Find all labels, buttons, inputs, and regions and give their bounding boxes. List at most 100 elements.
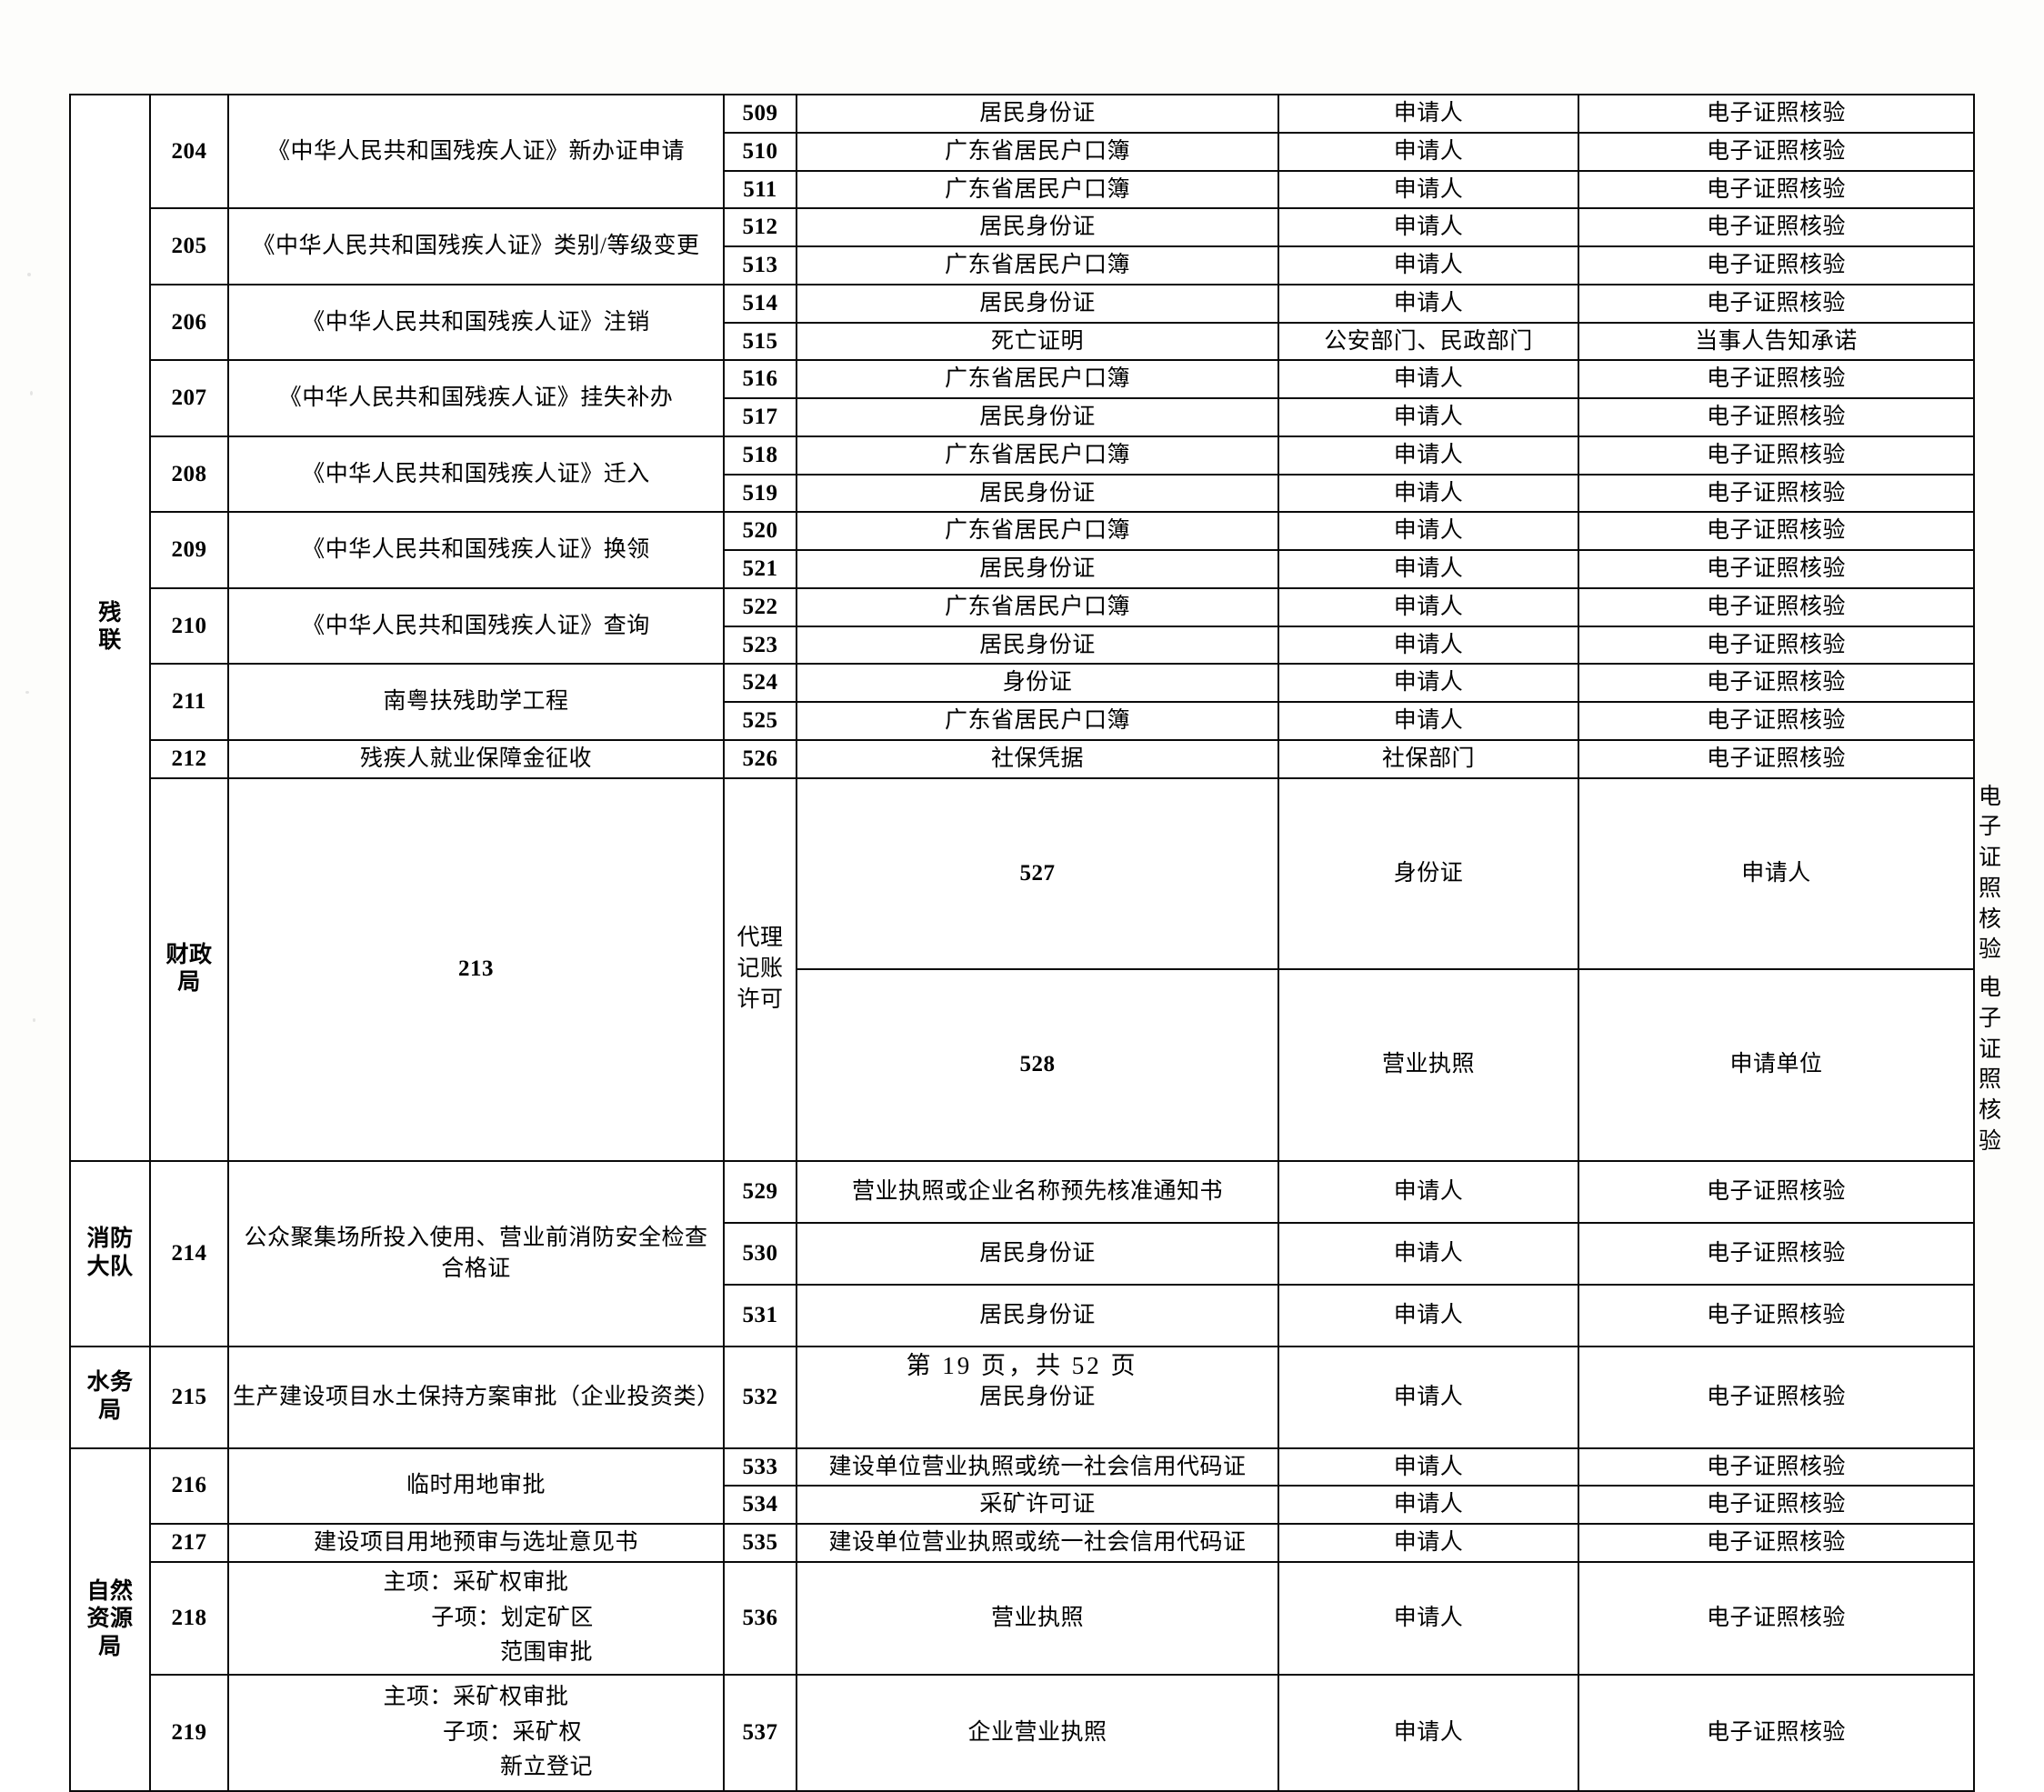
material-name: 广东省居民户口簿: [796, 435, 1279, 476]
item-name-multiline: 主项：采矿权审批 子项：采矿权 新立登记: [227, 1674, 725, 1792]
material-source: 申请人: [1278, 511, 1579, 551]
dept-label-line: 消防: [86, 1226, 134, 1251]
verify-method: 电子证照核验: [1578, 1159, 1975, 1224]
material-seq: 521: [723, 549, 797, 589]
material-source: 申请人: [1278, 397, 1579, 437]
material-name: 营业执照或企业名称预先核准通知书: [796, 1159, 1279, 1224]
material-seq: 537: [723, 1674, 797, 1792]
dept-cell-shuiwuju: 水务 局: [69, 1345, 151, 1449]
table-row: 530 居民身份证 申请人 电子证照核验: [70, 1221, 1975, 1286]
material-seq: 515: [723, 321, 797, 362]
material-seq: 526: [723, 738, 797, 779]
material-source: 申请人: [1278, 94, 1579, 134]
verify-method: 电子证照核验: [1578, 511, 1975, 551]
material-source: 申请人: [1278, 131, 1579, 172]
item-name: 《中华人民共和国残疾人证》换领: [227, 511, 725, 589]
dept-cell-caizhengju: 财政 局: [149, 776, 229, 1162]
material-source: 申请人: [1278, 207, 1579, 247]
material-seq: 532: [723, 1345, 797, 1449]
dept-label-line: 大队: [86, 1254, 134, 1279]
material-source: 申请人: [1278, 1221, 1579, 1286]
material-seq: 531: [723, 1283, 797, 1347]
table-row: 515 死亡证明 公安部门、民政部门 当事人告知承诺: [70, 321, 1975, 362]
material-name: 广东省居民户口簿: [796, 701, 1279, 741]
item-no: 208: [149, 435, 229, 514]
table-row: 510 广东省居民户口簿 申请人 电子证照核验: [70, 131, 1975, 172]
material-name: 广东省居民户口簿: [796, 586, 1279, 627]
table-row: 513 广东省居民户口簿 申请人 电子证照核验: [70, 245, 1975, 285]
verify-method: 当事人告知承诺: [1578, 321, 1975, 362]
material-seq: 533: [723, 1447, 797, 1487]
table-row: 218 主项：采矿权审批 子项：划定矿区 范围审批 536 营业执照 申请人 电…: [70, 1560, 1975, 1677]
material-name: 建设单位营业执照或统一社会信用代码证: [796, 1523, 1279, 1563]
verify-method: 电子证照核验: [1578, 586, 1975, 627]
item-no: 214: [149, 1159, 229, 1347]
material-seq: 535: [723, 1523, 797, 1563]
material-source: 申请人: [1278, 586, 1579, 627]
verify-method: 电子证照核验: [1578, 359, 1975, 399]
material-name: 广东省居民户口簿: [796, 245, 1279, 285]
material-seq: 520: [723, 511, 797, 551]
table-row: 523 居民身份证 申请人 电子证照核验: [70, 625, 1975, 666]
material-seq: 522: [723, 586, 797, 627]
material-name: 身份证: [796, 663, 1279, 703]
dept-label-line: 局: [177, 970, 201, 995]
material-name: 营业执照: [796, 1560, 1279, 1677]
material-name: 营业执照: [1278, 968, 1579, 1162]
material-name: 采矿许可证: [796, 1485, 1279, 1525]
materials-table: 残 联 204 《中华人民共和国残疾人证》新办证申请 509 居民身份证 申请人…: [69, 93, 2002, 1792]
item-no: 216: [149, 1447, 229, 1525]
dept-label-line: 资源: [86, 1607, 134, 1631]
item-name-line: 范围审批: [499, 1640, 593, 1666]
table-row: 消防 大队 214 公众聚集场所投入使用、营业前消防安全检查合格证 529 营业…: [69, 1159, 1975, 1347]
material-source: 申请人: [1278, 1485, 1579, 1525]
material-name: 居民身份证: [796, 473, 1279, 514]
dept-label-line: 局: [98, 1634, 122, 1659]
verify-method: 电子证照核验: [1578, 169, 1975, 210]
verify-method: 电子证照核验: [1578, 549, 1975, 589]
verify-method: 电子证照核验: [1578, 738, 1975, 779]
item-name-line: 子项：划定矿区: [431, 1605, 594, 1630]
material-seq: 516: [723, 359, 797, 399]
table-row: 205 《中华人民共和国残疾人证》类别/等级变更 512 居民身份证 申请人 电…: [70, 207, 1975, 285]
dept-cell-canlian: 残 联: [69, 94, 151, 1162]
verify-method: 电子证照核验: [1578, 131, 1975, 172]
item-name-line: 新立登记: [499, 1755, 593, 1780]
material-seq: 534: [723, 1485, 797, 1525]
verify-method: 电子证照核验: [1578, 1523, 1975, 1563]
item-name: 《中华人民共和国残疾人证》查询: [227, 586, 725, 666]
material-name: 居民身份证: [796, 1221, 1279, 1286]
material-seq: 523: [723, 625, 797, 666]
item-no: 206: [149, 283, 229, 362]
verify-method: 电子证照核验: [1578, 1560, 1975, 1677]
material-seq: 525: [723, 701, 797, 741]
verify-method: 电子证照核验: [1578, 207, 1975, 247]
table-row: 519 居民身份证 申请人 电子证照核验: [70, 473, 1975, 514]
material-name: 居民身份证: [796, 549, 1279, 589]
verify-method: 电子证照核验: [1578, 397, 1975, 437]
table-row: 521 居民身份证 申请人 电子证照核验: [70, 549, 1975, 589]
item-name-multiline: 主项：采矿权审批 子项：划定矿区 范围审批: [227, 1560, 725, 1677]
material-name: 居民身份证: [796, 207, 1279, 247]
material-source: 申请人: [1278, 245, 1579, 285]
material-seq: 528: [796, 968, 1279, 1162]
table-row: 208 《中华人民共和国残疾人证》迁入 518 广东省居民户口簿 申请人 电子证…: [70, 435, 1975, 514]
material-name: 居民身份证: [796, 1283, 1279, 1347]
material-name: 广东省居民户口簿: [796, 169, 1279, 210]
dept-label-line: 水务: [86, 1370, 134, 1395]
dept-label-line: 财政: [165, 942, 213, 967]
item-no: 211: [149, 663, 229, 741]
verify-method: 电子证照核验: [1578, 94, 1975, 134]
item-no: 212: [149, 738, 229, 779]
item-no: 205: [149, 207, 229, 285]
verify-method: 电子证照核验: [1578, 1221, 1975, 1286]
table-row: 531 居民身份证 申请人 电子证照核验: [70, 1283, 1975, 1347]
table-row: 219 主项：采矿权审批 子项：采矿权 新立登记 537 企业营业执照 申请人 …: [70, 1674, 1975, 1792]
item-name: 临时用地审批: [227, 1447, 725, 1525]
material-source: 社保部门: [1278, 738, 1579, 779]
page-footer: 第 19 页，共 52 页: [906, 1352, 1138, 1379]
material-source: 申请人: [1278, 1447, 1579, 1487]
scanned-page: 残 联 204 《中华人民共和国残疾人证》新办证申请 509 居民身份证 申请人…: [25, 93, 2002, 1792]
material-seq: 519: [723, 473, 797, 514]
table-row: 525 广东省居民户口簿 申请人 电子证照核验: [70, 701, 1975, 741]
